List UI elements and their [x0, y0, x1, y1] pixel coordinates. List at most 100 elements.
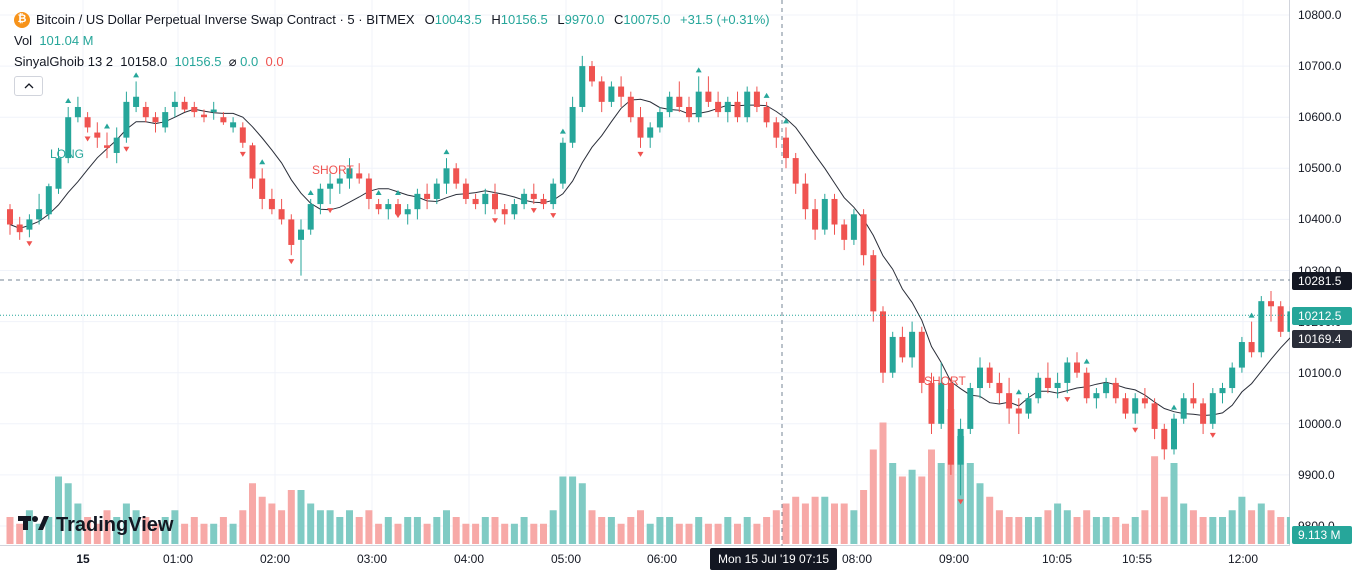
bitcoin-icon: ₿: [14, 11, 30, 28]
volume-bar: [152, 523, 159, 544]
open-value: 10043.5: [434, 12, 482, 27]
volume-bar: [1054, 503, 1062, 544]
buy-signal-marker: [307, 189, 314, 195]
candle-body: [734, 101, 741, 118]
volume-bar: [704, 523, 712, 544]
volume-bar: [501, 523, 509, 544]
candle-body: [1025, 398, 1032, 414]
tradingview-logo[interactable]: TradingView: [18, 514, 173, 537]
tradingview-logo-text: TradingView: [56, 514, 174, 536]
time-tick-label: 15: [76, 552, 90, 566]
volume-row[interactable]: Vol 101.04 M: [14, 30, 770, 51]
candle-body: [162, 112, 169, 128]
candle-body: [395, 204, 401, 215]
candle-body: [1287, 311, 1290, 332]
candle-body: [763, 106, 770, 123]
candle-body: [1180, 398, 1187, 419]
candle-body: [967, 388, 974, 429]
volume-value: 101.04 M: [39, 33, 94, 48]
indicator-row[interactable]: SinyalGhoib 13 2 10158.0 10156.5 ⌀ 0.0 0…: [14, 51, 770, 72]
volume-bar: [510, 523, 518, 544]
sell-signal-marker: [123, 146, 130, 152]
volume-bar: [336, 517, 344, 544]
price-tick-label: 10000.0: [1298, 416, 1342, 431]
volume-bar: [530, 523, 538, 544]
volume-bar: [365, 510, 373, 544]
volume-bar: [569, 476, 577, 544]
candle-body: [977, 367, 983, 389]
collapse-legend-button[interactable]: [14, 76, 43, 96]
buy-signal-marker: [763, 92, 770, 98]
buy-signal-marker: [695, 67, 702, 73]
volume-bar: [1073, 517, 1081, 544]
volume-bar: [1199, 517, 1207, 544]
time-tick-label: 04:00: [453, 552, 485, 566]
chart-canvas[interactable]: [0, 0, 1290, 546]
candle-body: [268, 198, 275, 210]
volume-bar: [1219, 517, 1226, 544]
volume-bar: [850, 510, 858, 544]
indicator-value-1: 10158.0: [120, 54, 168, 69]
short-signal-label-2: SHORT: [924, 374, 966, 388]
candle-body: [870, 255, 877, 312]
buy-signal-marker: [65, 97, 72, 103]
volume-bar: [113, 517, 121, 544]
crosshair-time-label: Mon 15 Jul '19 07:15: [710, 548, 838, 570]
volume-bar: [540, 523, 547, 544]
volume-bar: [879, 422, 887, 544]
volume-bar: [898, 476, 906, 544]
buy-signal-marker: [259, 159, 266, 165]
candle-body: [385, 204, 392, 210]
candle-body: [686, 106, 692, 118]
volume-bar: [481, 517, 489, 544]
buy-signal-marker: [104, 123, 110, 129]
candle-body: [850, 214, 857, 240]
time-axis[interactable]: 15 01:00 02:00 03:00 04:00 05:00 06:00 08:00 09:…: [0, 546, 1290, 576]
buy-signal-marker: [395, 189, 401, 195]
volume-bar: [93, 523, 101, 544]
candle-body: [239, 127, 246, 143]
volume-bar: [462, 523, 470, 544]
volume-bar: [249, 483, 256, 544]
candle-body: [356, 173, 363, 179]
indicator-value-4: 0.0: [265, 54, 284, 69]
volume-bar: [1102, 517, 1110, 544]
volume-bar: [1141, 510, 1149, 544]
buy-signal-marker: [1015, 389, 1022, 395]
sell-signal-marker: [26, 241, 33, 247]
candle-body: [16, 224, 23, 233]
candle-body: [1171, 418, 1177, 450]
volume-bar: [937, 463, 945, 544]
volume-bar: [520, 517, 528, 544]
price-tick-label: 10600.0: [1298, 110, 1342, 125]
volume-bar: [675, 523, 683, 544]
time-tick-label: 01:00: [162, 552, 194, 566]
sell-signal-marker: [239, 151, 246, 157]
candle-body: [26, 219, 33, 230]
candle-body: [1122, 398, 1129, 414]
buy-signal-marker: [783, 118, 789, 124]
indicator-value-2: 10156.5: [174, 54, 222, 69]
candle-body: [142, 106, 149, 118]
candle-body: [482, 193, 489, 205]
ma-value-tag: 10169.4: [1292, 330, 1352, 348]
volume-bar: [1122, 523, 1129, 544]
indicator-name: SinyalGhoib 13 2: [14, 54, 114, 69]
candle-body: [880, 311, 886, 373]
volume-bar: [598, 517, 606, 544]
symbol-row: ₿ Bitcoin / US Dollar Perpetual Inverse …: [14, 9, 770, 30]
buy-signal-marker: [375, 189, 382, 195]
candle-body: [744, 91, 751, 118]
volume-bar: [869, 449, 877, 544]
candle-body: [569, 106, 576, 143]
volume-bar: [685, 523, 693, 544]
candle-body: [462, 183, 469, 199]
candle-body: [598, 81, 605, 102]
symbol-title[interactable]: Bitcoin / US Dollar Perpetual Inverse Sw…: [36, 12, 415, 27]
candle-body: [94, 132, 101, 138]
sell-signal-marker: [530, 208, 537, 214]
volume-bar: [637, 510, 644, 544]
candle-body: [812, 209, 819, 230]
candle-body: [404, 209, 411, 215]
time-tick-label: 12:00: [1227, 552, 1259, 566]
